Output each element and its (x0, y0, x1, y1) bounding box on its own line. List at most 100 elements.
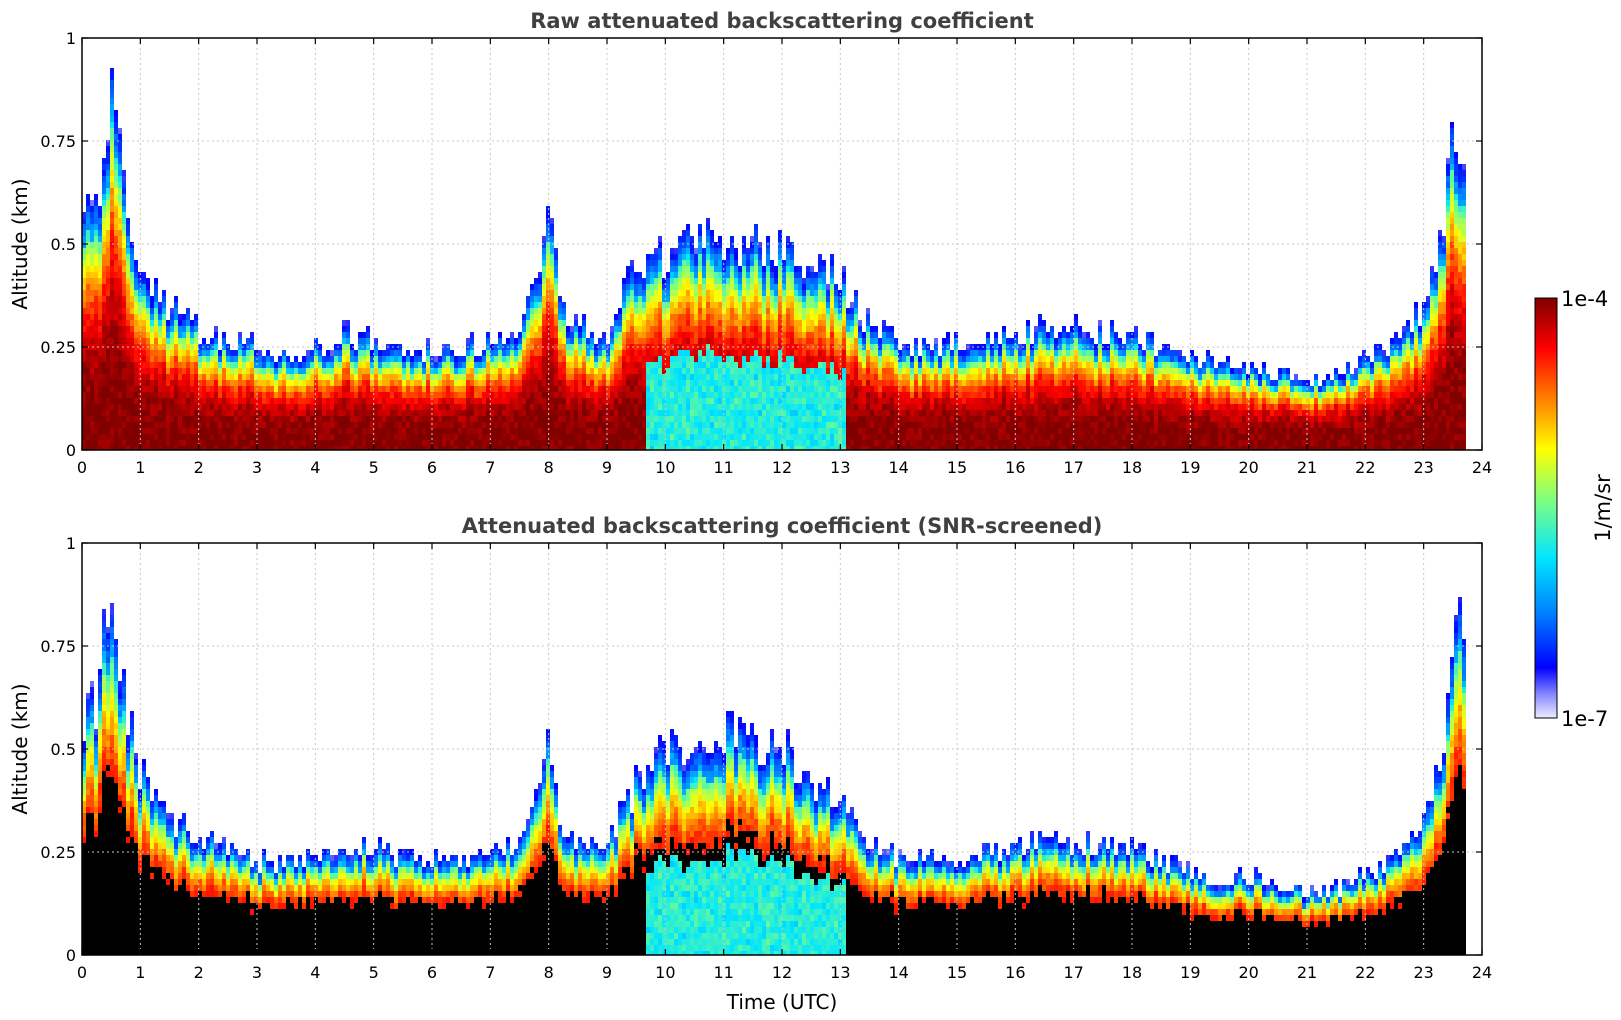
heatmap-cell (306, 374, 310, 380)
heatmap-cell (514, 338, 518, 344)
heatmap-cell (510, 350, 514, 356)
heatmap-cell (678, 314, 682, 320)
heatmap-cell (714, 380, 718, 386)
heatmap-cell (798, 404, 802, 410)
heatmap-cell (558, 428, 562, 434)
heatmap-cell (510, 332, 514, 338)
heatmap-cell (642, 332, 646, 338)
heatmap-cell (806, 302, 810, 308)
heatmap-cell (666, 314, 670, 320)
heatmap-cell (790, 314, 794, 320)
heatmap-cell (330, 356, 334, 362)
heatmap-cell (618, 410, 622, 416)
heatmap-cell (458, 398, 462, 404)
heatmap-cell (414, 422, 418, 428)
heatmap-cell (678, 266, 682, 272)
heatmap-cell (418, 398, 422, 404)
heatmap-cell (546, 314, 550, 320)
heatmap-cell (758, 338, 762, 344)
heatmap-cell (738, 326, 742, 332)
heatmap-cell (622, 296, 626, 302)
heatmap-cell (774, 308, 778, 314)
heatmap-cell (714, 374, 718, 380)
heatmap-cell (698, 314, 702, 320)
heatmap-cell (298, 410, 302, 416)
heatmap-cell (242, 422, 246, 428)
heatmap-cell (826, 320, 830, 326)
heatmap-cell (794, 392, 798, 398)
heatmap-cell (102, 224, 106, 230)
heatmap-cell (82, 236, 86, 242)
heatmap-cell (462, 356, 466, 362)
heatmap-cell (534, 392, 538, 398)
heatmap-cell (294, 374, 298, 380)
heatmap-cell (162, 314, 166, 320)
heatmap-cell (462, 416, 466, 422)
heatmap-cell (722, 404, 726, 410)
heatmap-cell (774, 386, 778, 392)
heatmap-cell (742, 356, 746, 362)
heatmap-cell (258, 374, 262, 380)
heatmap-cell (646, 446, 650, 450)
heatmap-cell (214, 344, 218, 350)
heatmap-cell (182, 320, 186, 326)
heatmap-cell (110, 266, 114, 272)
heatmap-cell (190, 434, 194, 440)
heatmap-cell (542, 398, 546, 404)
heatmap-cell (158, 410, 162, 416)
heatmap-cell (522, 338, 526, 344)
heatmap-cell (122, 374, 126, 380)
heatmap-cell (214, 374, 218, 380)
heatmap-cell (186, 338, 190, 344)
heatmap-cell (458, 446, 462, 450)
heatmap-cell (218, 356, 222, 362)
heatmap-cell (682, 260, 686, 266)
heatmap-cell (118, 182, 122, 188)
heatmap-cell (110, 302, 114, 308)
heatmap-cell (654, 320, 658, 326)
heatmap-cell (774, 440, 778, 446)
heatmap-column (434, 356, 438, 450)
heatmap-cell (270, 374, 274, 380)
heatmap-cell (194, 380, 198, 386)
heatmap-cell (770, 266, 774, 272)
heatmap-cell (114, 446, 118, 450)
heatmap-cell (114, 284, 118, 290)
heatmap-column (202, 338, 206, 450)
heatmap-cell (142, 350, 146, 356)
heatmap-cell (122, 386, 126, 392)
heatmap-cell (350, 380, 354, 386)
heatmap-cell (362, 380, 366, 386)
heatmap-cell (114, 272, 118, 278)
heatmap-cell (786, 284, 790, 290)
heatmap-cell (718, 236, 722, 242)
heatmap-cell (710, 320, 714, 326)
heatmap-cell (490, 350, 494, 356)
heatmap-cell (666, 356, 670, 362)
heatmap-cell (474, 410, 478, 416)
heatmap-cell (778, 236, 782, 242)
heatmap-cell (750, 236, 754, 242)
heatmap-cell (438, 368, 442, 374)
heatmap-cell (826, 338, 830, 344)
heatmap-cell (210, 356, 214, 362)
heatmap-cell (542, 254, 546, 260)
heatmap-cell (330, 446, 334, 450)
heatmap-cell (606, 422, 610, 428)
heatmap-cell (150, 362, 154, 368)
heatmap-cell (466, 338, 470, 344)
heatmap-cell (582, 422, 586, 428)
heatmap-cell (454, 380, 458, 386)
heatmap-cell (202, 446, 206, 450)
heatmap-cell (714, 326, 718, 332)
heatmap-cell (122, 224, 126, 230)
heatmap-cell (106, 206, 110, 212)
heatmap-cell (738, 338, 742, 344)
heatmap-cell (182, 416, 186, 422)
heatmap-cell (754, 266, 758, 272)
heatmap-cell (102, 302, 106, 308)
heatmap-cell (122, 308, 126, 314)
heatmap-cell (746, 398, 750, 404)
heatmap-cell (442, 428, 446, 434)
heatmap-cell (822, 356, 826, 362)
